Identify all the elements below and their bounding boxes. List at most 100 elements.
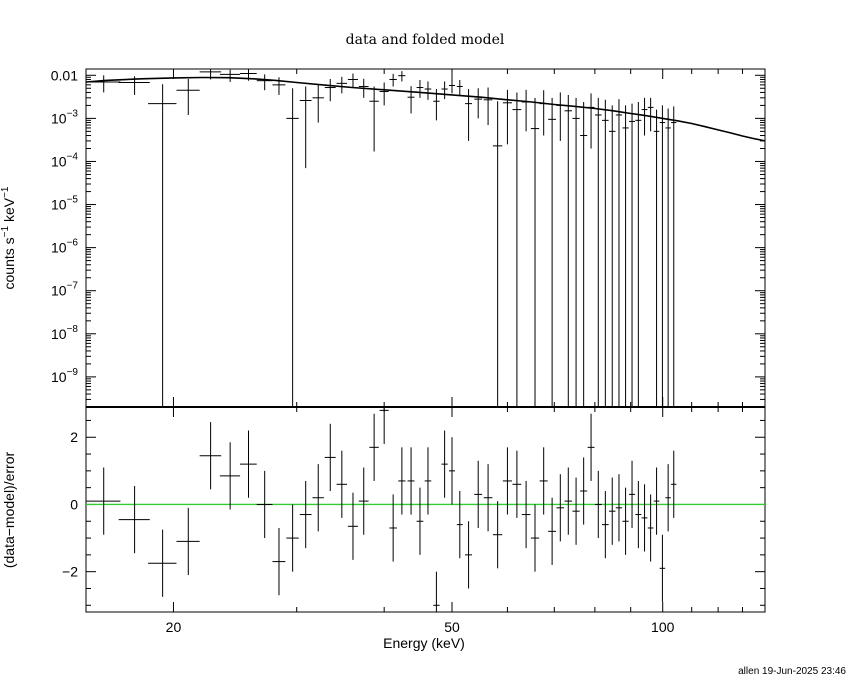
residual-point bbox=[176, 507, 200, 576]
data-point-top bbox=[416, 79, 424, 98]
residual-point bbox=[665, 464, 671, 532]
y-tick-label-top: 10−9 bbox=[51, 367, 78, 385]
data-point-top bbox=[530, 97, 540, 407]
data-point-top bbox=[407, 86, 415, 114]
residual-point bbox=[148, 529, 177, 597]
residual-point bbox=[312, 464, 324, 532]
y-axis-label-top: counts s−1 keV−1 bbox=[0, 186, 17, 289]
data-point-top bbox=[580, 101, 588, 407]
data-point-top bbox=[389, 73, 397, 87]
data-point-top bbox=[608, 105, 616, 407]
x-tick-label: 100 bbox=[651, 619, 675, 635]
y-tick-label-top: 10−3 bbox=[51, 108, 78, 126]
top-panel: 0.01 10−3 10−4 10−5 10−6 10−7 10−8 10−9 bbox=[51, 67, 766, 408]
top-plot-frame bbox=[85, 68, 766, 408]
residual-point bbox=[474, 460, 483, 528]
residual-point bbox=[548, 497, 557, 565]
residual-point bbox=[448, 437, 456, 505]
data-point-top bbox=[441, 81, 448, 100]
timestamp-stamp: allen 19-Jun-2025 23:46 bbox=[738, 666, 846, 677]
data-point-top bbox=[256, 74, 273, 91]
data-point-top bbox=[86, 75, 121, 93]
residual-point bbox=[564, 467, 573, 535]
data-point-top bbox=[369, 86, 379, 152]
residual-point bbox=[580, 457, 588, 525]
residual-point bbox=[389, 494, 397, 562]
residual-point bbox=[492, 501, 503, 569]
residual-point bbox=[647, 494, 654, 562]
data-point-top bbox=[671, 106, 677, 407]
residual-point bbox=[324, 423, 336, 492]
residual-point bbox=[622, 487, 629, 555]
data-point-top bbox=[379, 82, 389, 106]
y-tick-label-top: 10−5 bbox=[51, 195, 78, 213]
data-point-top bbox=[176, 79, 200, 115]
data-point-top bbox=[521, 89, 531, 132]
residual-point bbox=[272, 527, 286, 596]
model-curve bbox=[85, 76, 766, 142]
residual-point bbox=[336, 450, 348, 518]
y-tick-label-top: 10−8 bbox=[51, 324, 78, 342]
data-point-top bbox=[272, 77, 286, 95]
data-point-top bbox=[347, 73, 358, 88]
residual-point bbox=[398, 447, 406, 515]
data-point-top bbox=[564, 94, 573, 407]
residual-point bbox=[512, 450, 522, 518]
data-point-top bbox=[615, 99, 623, 407]
data-point-top bbox=[324, 79, 336, 102]
residual-point bbox=[219, 442, 241, 510]
residual-point bbox=[539, 447, 548, 515]
x-tick-label: 20 bbox=[166, 619, 182, 635]
residual-point bbox=[118, 485, 150, 554]
y-tick-label-bottom: 2 bbox=[70, 429, 78, 445]
residual-point bbox=[433, 571, 440, 612]
data-point-top bbox=[199, 69, 222, 80]
data-point-top bbox=[665, 108, 671, 407]
data-point-top bbox=[118, 76, 150, 95]
residual-point bbox=[416, 487, 424, 555]
data-point-top bbox=[286, 88, 299, 407]
data-point-top bbox=[602, 99, 609, 407]
residual-point bbox=[671, 450, 677, 518]
data-point-top bbox=[312, 84, 324, 123]
residual-point bbox=[615, 474, 623, 542]
data-point-top bbox=[240, 69, 257, 81]
data-point-top bbox=[548, 97, 557, 407]
y-tick-label-top: 10−7 bbox=[51, 281, 78, 299]
residual-point bbox=[299, 480, 312, 549]
y-tick-label-top: 10−4 bbox=[51, 151, 78, 169]
residual-point bbox=[608, 477, 616, 545]
data-point-top bbox=[622, 105, 629, 407]
data-point-top bbox=[641, 97, 648, 136]
data-point-top bbox=[512, 92, 522, 407]
residual-point bbox=[587, 413, 595, 481]
data-point-top bbox=[483, 87, 493, 126]
data-point-top bbox=[594, 97, 602, 407]
residual-point bbox=[379, 407, 389, 444]
y-tick-label-top: 10−6 bbox=[51, 238, 78, 256]
residual-point bbox=[465, 521, 473, 589]
residual-point bbox=[635, 480, 642, 549]
x-axis-label: Energy (keV) bbox=[383, 635, 465, 651]
data-point-top bbox=[465, 89, 473, 141]
residual-point bbox=[424, 447, 432, 515]
residual-point bbox=[572, 477, 580, 545]
data-point-top bbox=[219, 69, 241, 82]
data-point-top bbox=[647, 97, 654, 132]
residual-point bbox=[502, 447, 512, 515]
data-point-top bbox=[659, 105, 666, 407]
residual-point bbox=[594, 470, 602, 539]
y-tick-label-top: 0.01 bbox=[51, 67, 78, 83]
residual-point bbox=[653, 467, 660, 535]
data-point-top bbox=[653, 109, 660, 407]
residual-point bbox=[441, 430, 448, 498]
residual-point bbox=[456, 491, 463, 559]
residual-point bbox=[530, 504, 540, 572]
data-point-top bbox=[628, 103, 636, 407]
residual-point bbox=[602, 491, 609, 559]
x-tick-label: 50 bbox=[444, 619, 460, 635]
residual-point bbox=[369, 413, 379, 481]
residual-point bbox=[199, 422, 222, 490]
chart-title: data and folded model bbox=[346, 32, 505, 48]
y-tick-label-bottom: −2 bbox=[62, 564, 78, 580]
